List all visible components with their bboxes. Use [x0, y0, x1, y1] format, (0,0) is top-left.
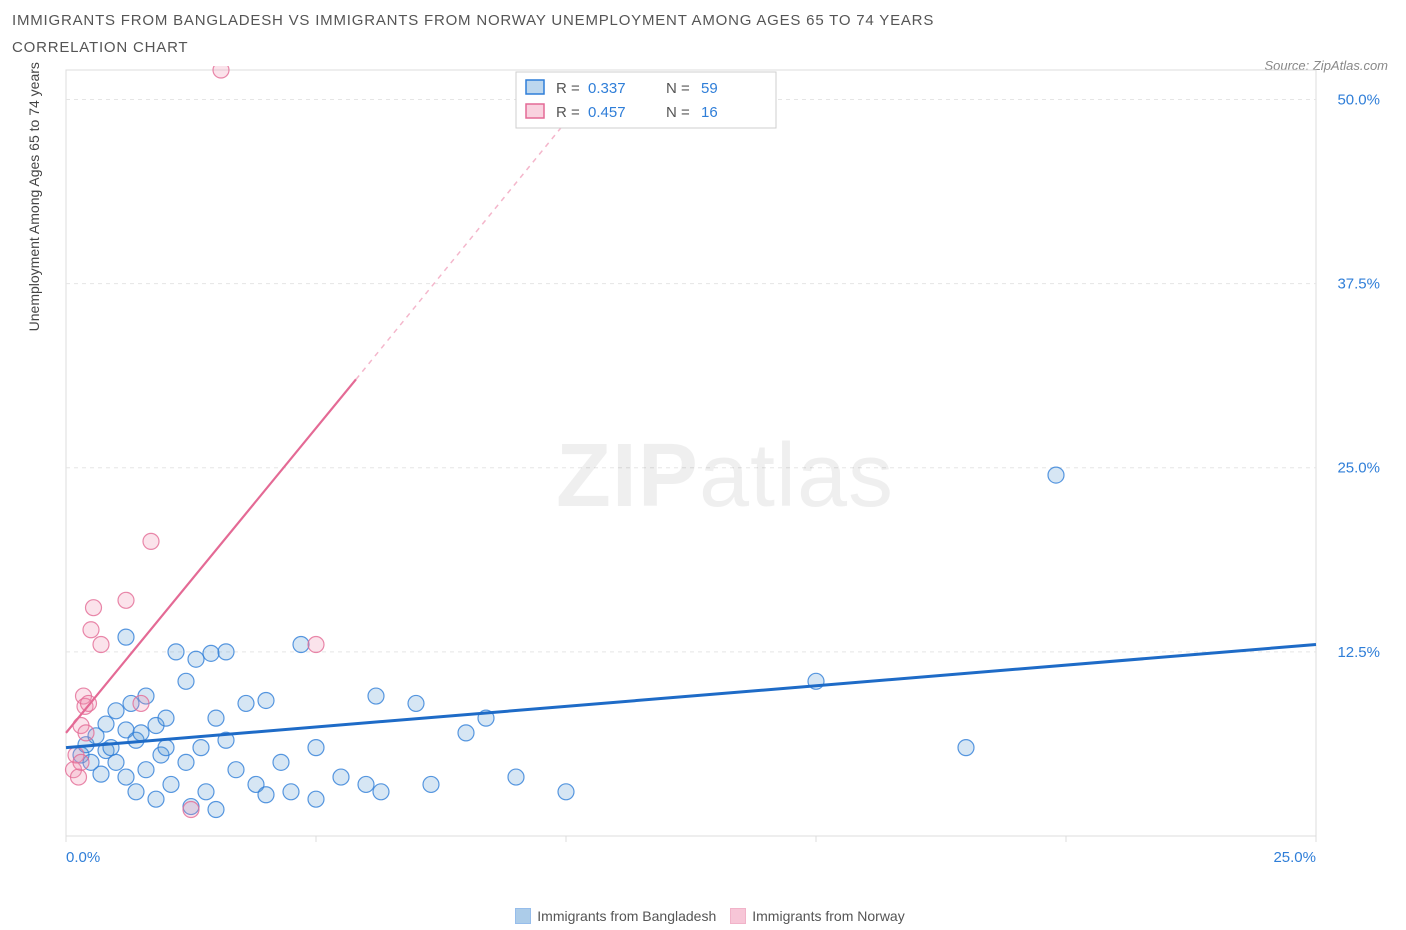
data-point: [178, 754, 194, 770]
data-point: [238, 695, 254, 711]
data-point: [168, 644, 184, 660]
data-point: [143, 533, 159, 549]
data-point: [218, 644, 234, 660]
y-axis-label: Unemployment Among Ages 65 to 74 years: [26, 62, 42, 331]
data-point: [508, 769, 524, 785]
x-tick-label: 0.0%: [66, 849, 100, 866]
data-point: [108, 703, 124, 719]
legend-swatch: [526, 80, 544, 94]
chart-area: Unemployment Among Ages 65 to 74 years Z…: [56, 66, 1394, 866]
stats-legend-box: [516, 72, 776, 128]
data-point: [213, 66, 229, 78]
data-point: [228, 762, 244, 778]
data-point: [138, 762, 154, 778]
y-tick-label: 25.0%: [1337, 460, 1380, 477]
data-point: [293, 637, 309, 653]
legend-label: Immigrants from Bangladesh: [537, 908, 716, 924]
data-point: [368, 688, 384, 704]
y-tick-label: 37.5%: [1337, 276, 1380, 293]
data-point: [193, 740, 209, 756]
data-point: [158, 740, 174, 756]
data-point: [73, 754, 89, 770]
data-point: [308, 791, 324, 807]
regression-line-blue: [66, 645, 1316, 748]
y-tick-label: 12.5%: [1337, 644, 1380, 661]
legend-N-value: 59: [701, 80, 718, 97]
data-point: [133, 725, 149, 741]
legend-R-value: 0.457: [588, 104, 626, 121]
data-point: [98, 716, 114, 732]
data-point: [198, 784, 214, 800]
legend-N-value: 16: [701, 104, 718, 121]
data-point: [273, 754, 289, 770]
data-point: [558, 784, 574, 800]
data-point: [208, 710, 224, 726]
chart-title-line2: CORRELATION CHART: [12, 39, 1394, 56]
legend-N-label: N =: [666, 80, 690, 97]
data-point: [86, 600, 102, 616]
data-point: [108, 754, 124, 770]
legend-R-value: 0.337: [588, 80, 626, 97]
data-point: [133, 695, 149, 711]
data-point: [958, 740, 974, 756]
title-block: IMMIGRANTS FROM BANGLADESH VS IMMIGRANTS…: [12, 12, 1394, 56]
data-point: [203, 645, 219, 661]
data-point: [308, 637, 324, 653]
y-tick-label: 50.0%: [1337, 91, 1380, 108]
scatter-chart: 12.5% 25.0% 37.5% 50.0% 0.0% 25.0% R = 0.337 N =…: [56, 66, 1386, 866]
data-point: [408, 695, 424, 711]
data-point: [128, 784, 144, 800]
bottom-legend: Immigrants from Bangladesh Immigrants fro…: [0, 908, 1406, 924]
data-point: [118, 629, 134, 645]
data-point: [78, 725, 94, 741]
legend-swatch: [515, 908, 531, 924]
data-point: [283, 784, 299, 800]
data-point: [71, 769, 87, 785]
legend-swatch: [730, 908, 746, 924]
data-point: [183, 801, 199, 817]
data-point: [118, 592, 134, 608]
data-point: [423, 776, 439, 792]
data-point: [1048, 467, 1064, 483]
legend-R-label: R =: [556, 104, 580, 121]
data-point: [148, 791, 164, 807]
plot-border: [66, 70, 1316, 836]
data-point: [208, 801, 224, 817]
data-point: [83, 622, 99, 638]
data-point: [373, 784, 389, 800]
legend-swatch: [526, 104, 544, 118]
regression-line-pink: [66, 379, 356, 733]
data-point: [308, 740, 324, 756]
data-point: [258, 787, 274, 803]
data-point: [188, 651, 204, 667]
legend-R-label: R =: [556, 80, 580, 97]
data-point: [158, 710, 174, 726]
data-point: [333, 769, 349, 785]
data-point: [93, 766, 109, 782]
data-point: [258, 692, 274, 708]
data-point: [93, 637, 109, 653]
data-point: [358, 776, 374, 792]
legend-label: Immigrants from Norway: [752, 908, 904, 924]
chart-title-line1: IMMIGRANTS FROM BANGLADESH VS IMMIGRANTS…: [12, 12, 1394, 29]
data-point: [178, 673, 194, 689]
data-point: [118, 769, 134, 785]
data-point: [458, 725, 474, 741]
x-tick-label: 25.0%: [1273, 849, 1316, 866]
regression-line-pink-extrapolated: [356, 85, 596, 380]
legend-N-label: N =: [666, 104, 690, 121]
data-point: [163, 776, 179, 792]
